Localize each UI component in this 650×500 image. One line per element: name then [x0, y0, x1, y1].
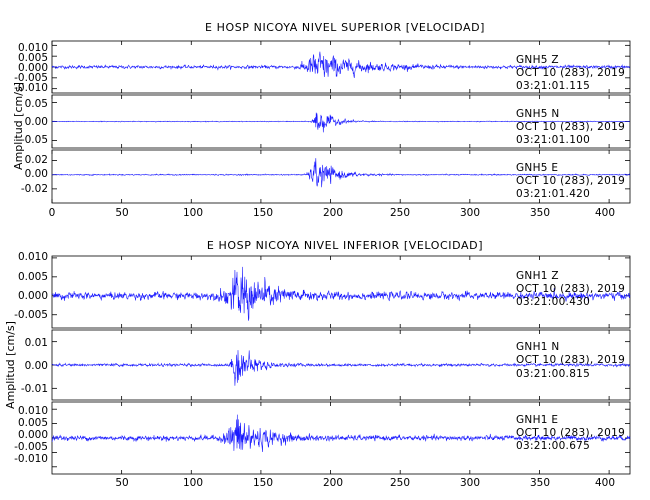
channel-gnh1-z: 0.010 0.005 0.000 -0.005 GNH1 Z OCT 10 (…: [14, 251, 631, 329]
channel-gnh5-n-name: GNH5 N: [516, 108, 560, 120]
channel-gnh5-e-time: 03:21:01.420: [516, 188, 590, 200]
channel-gnh5-e-frame: [51, 149, 631, 204]
ytick-label: 0.000: [18, 62, 48, 74]
panel-superior-xticks: 0 50 100 150 200 250 300 350 400: [49, 207, 615, 219]
panel-superior: E HOSP NICOYA NIVEL SUPERIOR [VELOCIDAD]…: [12, 21, 631, 219]
ytick-label: -0.005: [14, 72, 48, 84]
xtick-label: 300: [460, 477, 480, 489]
ytick-label: -0.005: [14, 441, 48, 453]
xtick-label: 400: [595, 477, 615, 489]
xtick-label: 250: [390, 477, 410, 489]
panel-inferior-title: E HOSP NICOYA NIVEL INFERIOR [VELOCIDAD]: [207, 239, 483, 252]
ytick-label: 0.010: [18, 251, 48, 263]
channel-gnh5-e-trace: [51, 158, 631, 188]
ytick-label: -0.005: [14, 309, 48, 321]
channel-gnh1-e: 0.010 0.005 0.000 -0.005 -0.010 GNH1 E O…: [14, 401, 631, 475]
ytick-label: 0.005: [18, 52, 48, 64]
xtick-label: 350: [530, 477, 550, 489]
channel-gnh5-z-date: OCT 10 (283), 2019: [516, 67, 625, 79]
ytick-label: -0.01: [21, 383, 48, 395]
xtick-label: 200: [323, 207, 343, 219]
channel-gnh5-n-time: 03:21:01.100: [516, 134, 590, 146]
ytick-label: -0.010: [14, 82, 48, 94]
ytick-label: 0.000: [18, 290, 48, 302]
channel-gnh5-n-trace: [51, 112, 630, 133]
channel-gnh1-n-ticks: [52, 330, 630, 400]
channel-gnh5-z-yticks: 0.010 0.005 0.000 -0.005 -0.010: [14, 42, 48, 94]
ytick-label: 0.005: [18, 271, 48, 283]
xtick-label: 150: [253, 207, 273, 219]
ytick-label: 0.00: [25, 360, 48, 372]
channel-gnh5-e-yticks: 0.02 0.00 -0.02: [21, 154, 48, 195]
channel-gnh5-e-name: GNH5 E: [516, 162, 558, 174]
xtick-label: 0: [49, 207, 56, 219]
xtick-label: 100: [183, 207, 203, 219]
channel-gnh1-n-date: OCT 10 (283), 2019: [516, 354, 625, 366]
ytick-label: 0.005: [18, 417, 48, 429]
ytick-label: 0.010: [18, 405, 48, 417]
channel-gnh5-n-yticks: 0.05 0.00 -0.05: [21, 98, 48, 146]
panel-superior-ylabel: Amplitud [cm/s]: [12, 82, 25, 170]
xtick-label: 350: [530, 207, 550, 219]
channel-gnh1-z-yticks: 0.010 0.005 0.000 -0.005: [14, 251, 48, 321]
channel-gnh1-e-yticks: 0.010 0.005 0.000 -0.005 -0.010: [14, 405, 48, 465]
panel-inferior-xticks: 50 100 150 200 250 300 350 400: [115, 477, 615, 489]
panel-superior-title: E HOSP NICOYA NIVEL SUPERIOR [VELOCIDAD]: [205, 21, 485, 34]
channel-gnh1-z-name: GNH1 Z: [516, 270, 559, 282]
channel-gnh1-n-name: GNH1 N: [516, 341, 560, 353]
channel-gnh1-n: 0.01 0.00 -0.01 GNH1 N OCT 10 (283), 201…: [21, 329, 631, 401]
channel-gnh1-n-trace: [51, 350, 631, 386]
ytick-label: 0.00: [25, 168, 48, 180]
channel-gnh5-e-ticks: [51, 150, 630, 203]
channel-gnh5-z: 0.010 0.005 0.000 -0.005 -0.010 GNH5 Z O…: [14, 40, 631, 94]
xtick-label: 50: [115, 207, 128, 219]
xtick-label: 150: [253, 477, 273, 489]
channel-gnh1-n-time: 03:21:00.815: [516, 368, 590, 380]
channel-gnh5-n: 0.05 0.00 -0.05 GNH5 N OCT 10 (283), 201…: [21, 94, 631, 149]
ytick-label: 0.010: [18, 42, 48, 54]
panel-inferior-ylabel: Amplitud [cm/s]: [4, 321, 17, 409]
channel-gnh1-z-frame: [51, 255, 631, 329]
xtick-label: 50: [115, 477, 128, 489]
ytick-label: 0.000: [18, 429, 48, 441]
channel-gnh5-e-date: OCT 10 (283), 2019: [516, 175, 625, 187]
ytick-label: -0.010: [14, 453, 48, 465]
ytick-label: 0.01: [25, 337, 48, 349]
channel-gnh1-n-yticks: 0.01 0.00 -0.01: [21, 337, 48, 395]
channel-gnh5-z-name: GNH5 Z: [516, 54, 559, 66]
panel-inferior: E HOSP NICOYA NIVEL INFERIOR [VELOCIDAD]…: [4, 239, 631, 489]
channel-gnh1-e-date: OCT 10 (283), 2019: [516, 427, 625, 439]
channel-gnh1-z-trace: [51, 266, 631, 321]
xtick-label: 250: [390, 207, 410, 219]
xtick-label: 100: [183, 477, 203, 489]
ytick-label: -0.05: [21, 134, 48, 146]
ytick-label: 0.05: [25, 98, 48, 110]
ytick-label: -0.02: [21, 183, 48, 195]
channel-gnh1-z-date: OCT 10 (283), 2019: [516, 283, 625, 295]
xtick-label: 200: [323, 477, 343, 489]
channel-gnh5-z-trace: [51, 51, 631, 78]
channel-gnh5-n-date: OCT 10 (283), 2019: [516, 121, 625, 133]
ytick-label: 0.02: [25, 154, 48, 166]
xtick-label: 300: [460, 207, 480, 219]
channel-gnh5-e: 0.02 0.00 -0.02 GNH5 E OCT 10 (283), 201…: [21, 149, 631, 204]
channel-gnh5-z-time: 03:21:01.115: [516, 80, 590, 92]
ytick-label: 0.00: [25, 116, 48, 128]
channel-gnh1-z-time: 03:21:00.430: [516, 296, 590, 308]
channel-gnh1-e-time: 03:21:00.675: [516, 440, 590, 452]
channel-gnh1-e-trace: [51, 414, 631, 453]
xtick-label: 400: [595, 207, 615, 219]
channel-gnh1-e-name: GNH1 E: [516, 414, 558, 426]
